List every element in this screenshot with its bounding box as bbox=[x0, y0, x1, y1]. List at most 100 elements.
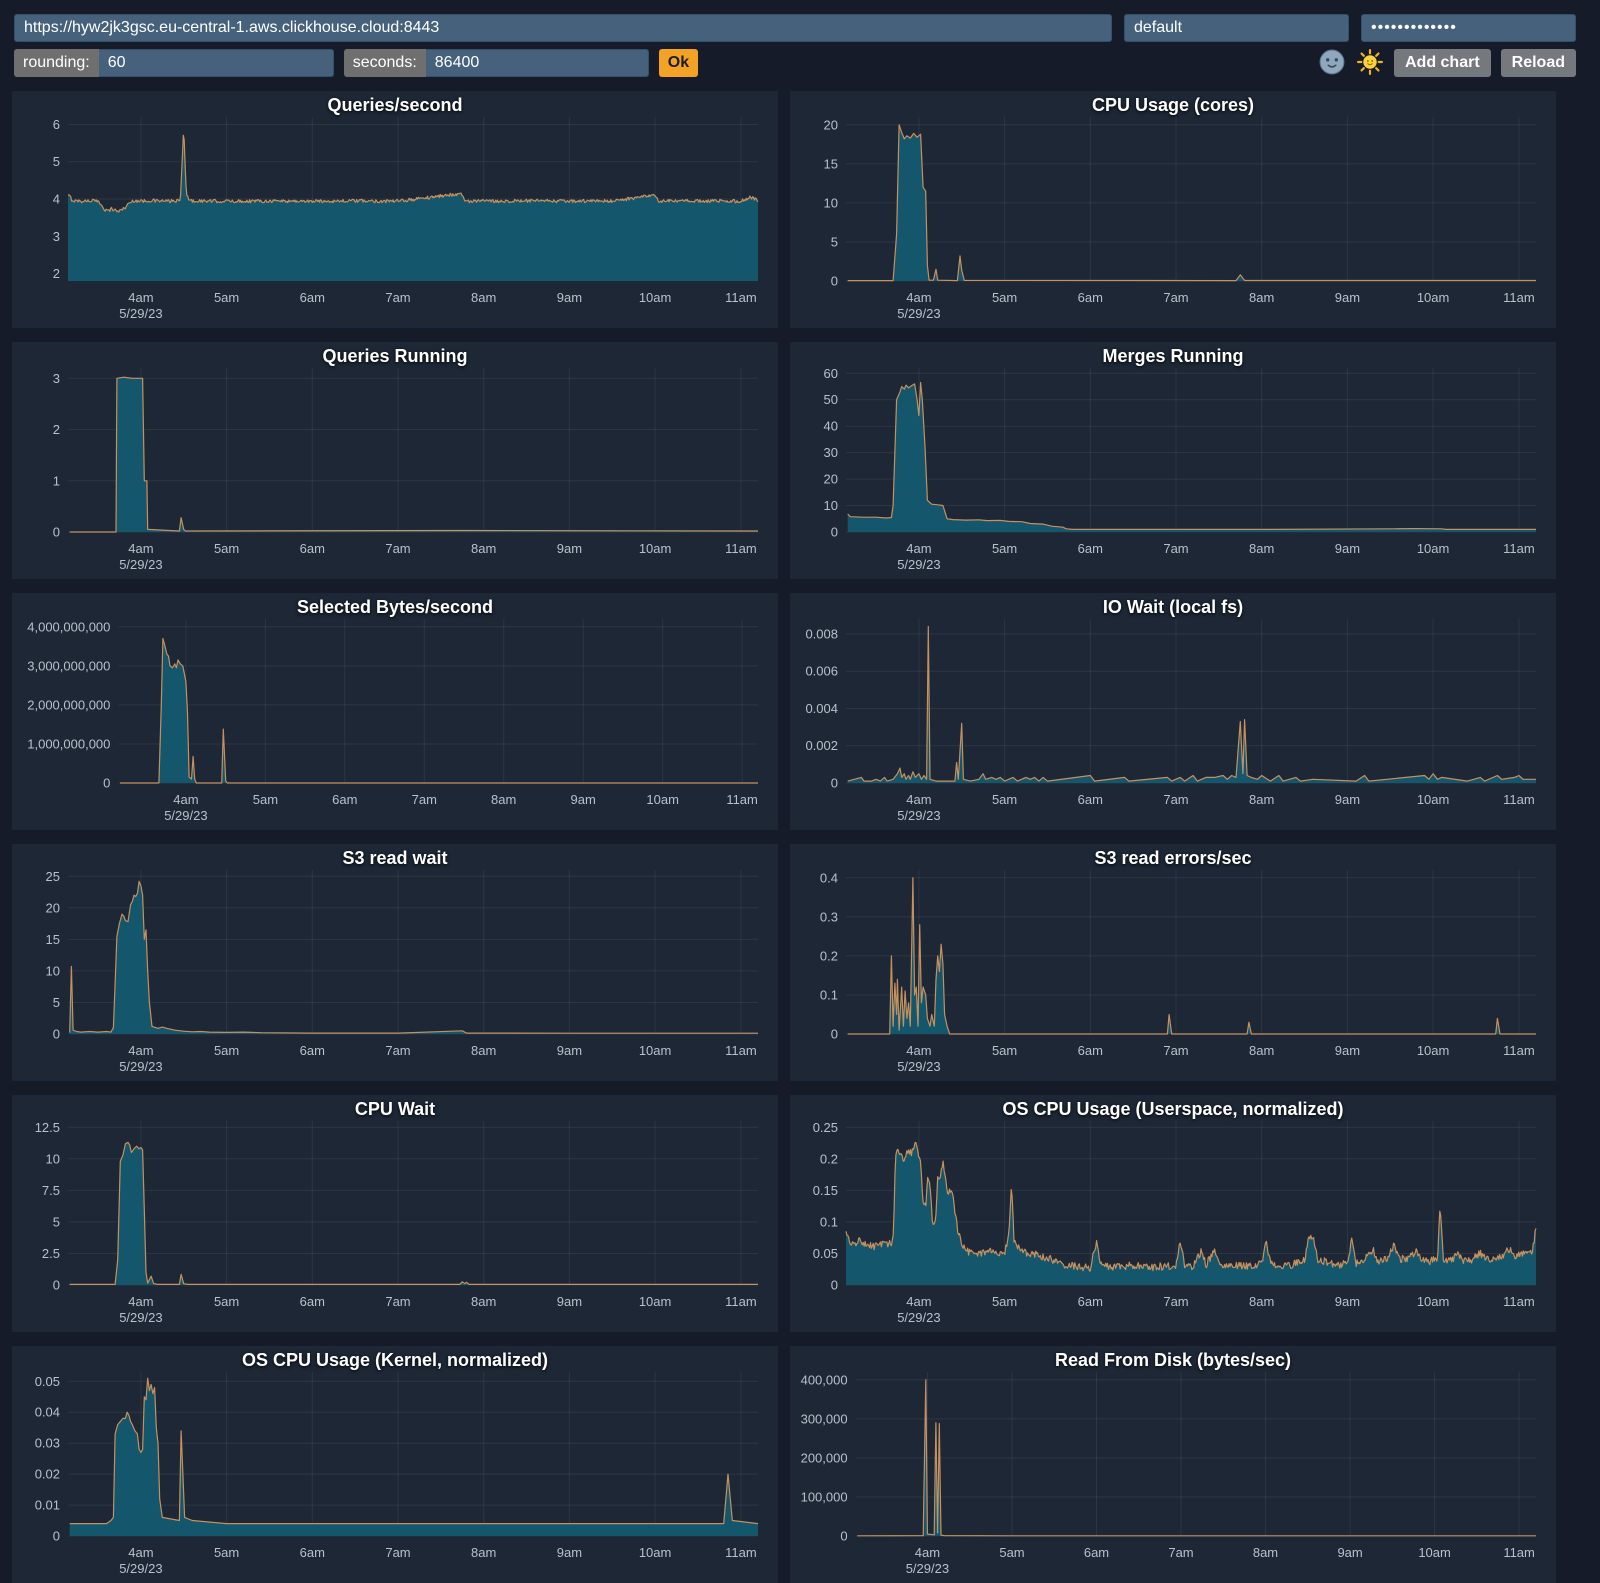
chart-panel-cpu-usage-cores: CPU Usage (cores) 4am 5/29/23 5am 6am 7am 8am… bbox=[790, 91, 1556, 328]
svg-text:7am: 7am bbox=[385, 1545, 410, 1560]
svg-text:25: 25 bbox=[46, 869, 60, 884]
svg-text:9am: 9am bbox=[557, 1294, 582, 1309]
svg-text:5/29/23: 5/29/23 bbox=[119, 557, 162, 572]
svg-text:5am: 5am bbox=[999, 1545, 1024, 1560]
svg-text:0.006: 0.006 bbox=[805, 664, 838, 679]
url-input[interactable] bbox=[14, 14, 1112, 42]
svg-text:5/29/23: 5/29/23 bbox=[119, 1561, 162, 1576]
rounding-input[interactable] bbox=[98, 49, 334, 77]
svg-text:0.3: 0.3 bbox=[820, 909, 838, 924]
svg-text:8am: 8am bbox=[1249, 1043, 1274, 1058]
svg-text:11am: 11am bbox=[725, 1545, 757, 1560]
svg-text:0.1: 0.1 bbox=[820, 1214, 838, 1229]
svg-text:9am: 9am bbox=[571, 792, 596, 807]
chart-title: OS CPU Usage (Kernel, normalized) bbox=[241, 1350, 549, 1370]
light-theme-toggle[interactable] bbox=[1356, 49, 1384, 77]
svg-text:0: 0 bbox=[53, 525, 60, 540]
svg-text:10am: 10am bbox=[639, 1545, 672, 1560]
svg-text:0.25: 0.25 bbox=[813, 1120, 838, 1135]
svg-text:4,000,000,000: 4,000,000,000 bbox=[27, 619, 110, 634]
svg-text:11am: 11am bbox=[725, 541, 757, 556]
svg-text:7am: 7am bbox=[1168, 1545, 1193, 1560]
svg-text:8am: 8am bbox=[471, 541, 496, 556]
svg-text:9am: 9am bbox=[557, 541, 582, 556]
dark-theme-toggle[interactable] bbox=[1318, 49, 1346, 77]
sun-with-face-icon bbox=[1356, 49, 1383, 75]
svg-text:4am: 4am bbox=[128, 290, 153, 305]
svg-text:5/29/23: 5/29/23 bbox=[897, 808, 940, 823]
svg-text:6am: 6am bbox=[300, 290, 325, 305]
svg-text:10am: 10am bbox=[639, 290, 672, 305]
svg-text:6am: 6am bbox=[300, 1043, 325, 1058]
seconds-input[interactable] bbox=[425, 49, 649, 77]
svg-text:11am: 11am bbox=[725, 1294, 757, 1309]
svg-text:8am: 8am bbox=[471, 1043, 496, 1058]
svg-text:8am: 8am bbox=[1249, 290, 1274, 305]
svg-text:5/29/23: 5/29/23 bbox=[119, 306, 162, 321]
svg-text:7am: 7am bbox=[385, 541, 410, 556]
chart-title: Queries/second bbox=[327, 95, 463, 115]
chart-title: Read From Disk (bytes/sec) bbox=[1054, 1350, 1292, 1370]
svg-text:9am: 9am bbox=[1335, 1294, 1360, 1309]
svg-text:7am: 7am bbox=[385, 1294, 410, 1309]
svg-text:11am: 11am bbox=[725, 290, 757, 305]
svg-text:6: 6 bbox=[53, 117, 60, 132]
user-input[interactable] bbox=[1124, 14, 1349, 42]
svg-text:4am: 4am bbox=[915, 1545, 940, 1560]
svg-text:6am: 6am bbox=[1078, 792, 1103, 807]
chart-title: CPU Usage (cores) bbox=[1091, 95, 1255, 115]
svg-text:10am: 10am bbox=[1417, 1294, 1450, 1309]
svg-text:7am: 7am bbox=[385, 1043, 410, 1058]
svg-text:9am: 9am bbox=[557, 290, 582, 305]
svg-text:9am: 9am bbox=[1335, 792, 1360, 807]
svg-text:9am: 9am bbox=[1337, 1545, 1362, 1560]
svg-text:2: 2 bbox=[53, 422, 60, 437]
svg-text:6am: 6am bbox=[300, 541, 325, 556]
svg-text:5am: 5am bbox=[214, 1043, 239, 1058]
svg-text:9am: 9am bbox=[1335, 290, 1360, 305]
svg-text:11am: 11am bbox=[1503, 792, 1535, 807]
svg-text:8am: 8am bbox=[1249, 792, 1274, 807]
svg-text:0.04: 0.04 bbox=[35, 1405, 60, 1420]
svg-text:5/29/23: 5/29/23 bbox=[897, 557, 940, 572]
svg-text:0.2: 0.2 bbox=[820, 948, 838, 963]
svg-text:6am: 6am bbox=[300, 1294, 325, 1309]
reload-button[interactable]: Reload bbox=[1500, 49, 1576, 77]
svg-text:5/29/23: 5/29/23 bbox=[164, 808, 207, 823]
svg-text:8am: 8am bbox=[1253, 1545, 1278, 1560]
svg-text:7am: 7am bbox=[1163, 290, 1188, 305]
svg-text:5am: 5am bbox=[214, 1545, 239, 1560]
svg-text:40: 40 bbox=[824, 419, 838, 434]
svg-text:8am: 8am bbox=[471, 290, 496, 305]
chart-panel-queries-running: Queries Running 4am 5/29/23 5am 6am 7am 8am 9a… bbox=[12, 342, 778, 579]
ok-button[interactable]: Ok bbox=[658, 49, 699, 77]
svg-text:5: 5 bbox=[53, 154, 60, 169]
svg-text:7am: 7am bbox=[1163, 1043, 1188, 1058]
svg-text:0: 0 bbox=[831, 776, 838, 791]
add-chart-button[interactable]: Add chart bbox=[1393, 49, 1491, 77]
chart-panel-s3-read-errors-sec: S3 read errors/sec 4am 5/29/23 5am 6am 7am 8a… bbox=[790, 844, 1556, 1081]
svg-text:8am: 8am bbox=[471, 1545, 496, 1560]
password-input[interactable] bbox=[1361, 14, 1576, 42]
chart-panel-s3-read-wait: S3 read wait 4am 5/29/23 5am 6am 7am 8am 9am 10… bbox=[12, 844, 778, 1081]
svg-text:20: 20 bbox=[824, 472, 838, 487]
svg-text:5/29/23: 5/29/23 bbox=[897, 306, 940, 321]
svg-text:4am: 4am bbox=[906, 541, 931, 556]
rounding-label: rounding: bbox=[14, 49, 99, 77]
svg-text:0: 0 bbox=[53, 1529, 60, 1544]
svg-text:5/29/23: 5/29/23 bbox=[897, 1310, 940, 1325]
svg-text:5am: 5am bbox=[214, 541, 239, 556]
svg-text:10am: 10am bbox=[639, 1294, 672, 1309]
